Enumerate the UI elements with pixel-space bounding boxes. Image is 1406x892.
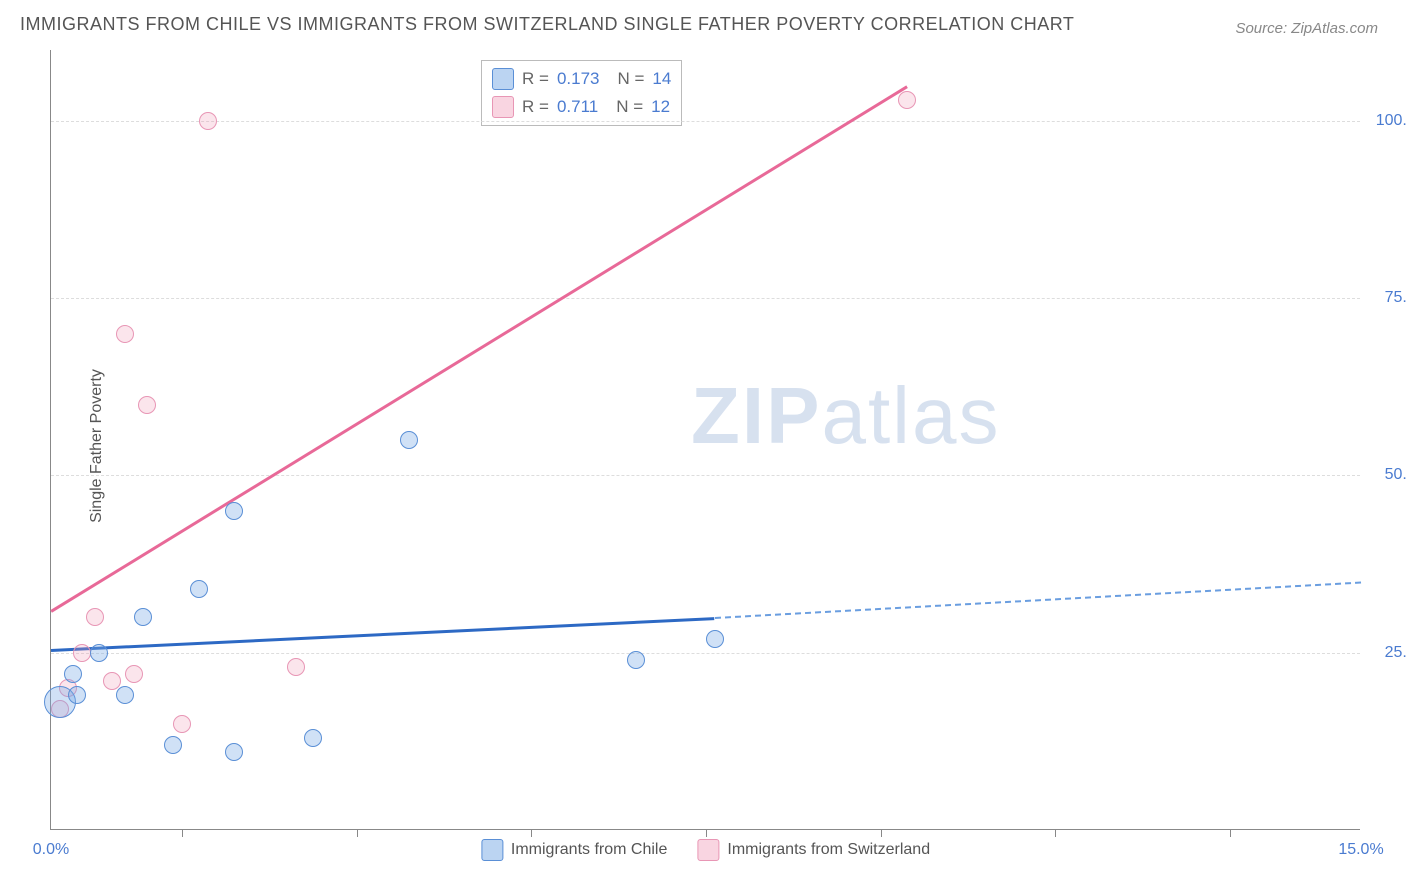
trend-line-chile xyxy=(51,617,715,651)
gridline-h xyxy=(51,121,1360,122)
data-point-chile xyxy=(225,502,243,520)
data-point-chile xyxy=(400,431,418,449)
y-tick-label: 75.0% xyxy=(1370,289,1406,307)
data-point-switzerland xyxy=(73,644,91,662)
stats-box: R = 0.173 N = 14 R = 0.711 N = 12 xyxy=(481,60,682,126)
x-tick-mark xyxy=(706,829,707,837)
legend-swatch-switzerland-icon xyxy=(697,839,719,861)
data-point-switzerland xyxy=(116,325,134,343)
legend-swatch-chile-icon xyxy=(481,839,503,861)
x-tick-mark xyxy=(531,829,532,837)
plot-area: ZIPatlas R = 0.173 N = 14 R = 0.711 N = … xyxy=(50,50,1360,830)
stats-row-switzerland: R = 0.711 N = 12 xyxy=(492,93,671,121)
data-point-chile xyxy=(164,736,182,754)
y-tick-label: 25.0% xyxy=(1370,644,1406,662)
legend-item-switzerland: Immigrants from Switzerland xyxy=(697,839,930,861)
stat-r-switzerland: 0.711 xyxy=(557,93,598,121)
watermark-light: atlas xyxy=(821,371,1000,460)
data-point-chile xyxy=(134,608,152,626)
stat-n-label: N = xyxy=(617,65,644,93)
x-tick-label: 15.0% xyxy=(1338,841,1383,859)
chart-title: IMMIGRANTS FROM CHILE VS IMMIGRANTS FROM… xyxy=(20,14,1074,35)
data-point-switzerland xyxy=(173,715,191,733)
trend-line-switzerland xyxy=(50,86,907,613)
x-tick-mark xyxy=(357,829,358,837)
data-point-chile xyxy=(304,729,322,747)
data-point-chile xyxy=(64,665,82,683)
data-point-chile xyxy=(225,743,243,761)
gridline-h xyxy=(51,298,1360,299)
y-tick-label: 50.0% xyxy=(1370,466,1406,484)
trend-line-chile-extrapolated xyxy=(715,582,1361,619)
stats-row-chile: R = 0.173 N = 14 xyxy=(492,65,671,93)
watermark-bold: ZIP xyxy=(691,371,821,460)
data-point-switzerland xyxy=(86,608,104,626)
stat-n-label: N = xyxy=(616,93,643,121)
swatch-switzerland-icon xyxy=(492,96,514,118)
gridline-h xyxy=(51,653,1360,654)
x-tick-mark xyxy=(881,829,882,837)
stat-r-label: R = xyxy=(522,93,549,121)
source-label: Source: ZipAtlas.com xyxy=(1235,20,1378,37)
data-point-chile xyxy=(190,580,208,598)
watermark: ZIPatlas xyxy=(691,370,1000,462)
data-point-switzerland xyxy=(287,658,305,676)
gridline-h xyxy=(51,475,1360,476)
stat-r-label: R = xyxy=(522,65,549,93)
data-point-chile xyxy=(68,686,86,704)
stat-n-chile: 14 xyxy=(652,65,671,93)
x-tick-mark xyxy=(1055,829,1056,837)
data-point-switzerland xyxy=(199,112,217,130)
data-point-switzerland xyxy=(103,672,121,690)
data-point-chile xyxy=(706,630,724,648)
stat-r-chile: 0.173 xyxy=(557,65,600,93)
data-point-chile xyxy=(116,686,134,704)
x-tick-label: 0.0% xyxy=(33,841,69,859)
data-point-switzerland xyxy=(138,396,156,414)
legend: Immigrants from Chile Immigrants from Sw… xyxy=(481,839,930,861)
data-point-switzerland xyxy=(125,665,143,683)
y-tick-label: 100.0% xyxy=(1370,112,1406,130)
data-point-chile xyxy=(90,644,108,662)
data-point-chile xyxy=(627,651,645,669)
stat-n-switzerland: 12 xyxy=(651,93,670,121)
data-point-switzerland xyxy=(898,91,916,109)
x-tick-mark xyxy=(182,829,183,837)
legend-label-chile: Immigrants from Chile xyxy=(511,841,667,859)
x-tick-mark xyxy=(1230,829,1231,837)
legend-item-chile: Immigrants from Chile xyxy=(481,839,667,861)
legend-label-switzerland: Immigrants from Switzerland xyxy=(727,841,930,859)
swatch-chile-icon xyxy=(492,68,514,90)
